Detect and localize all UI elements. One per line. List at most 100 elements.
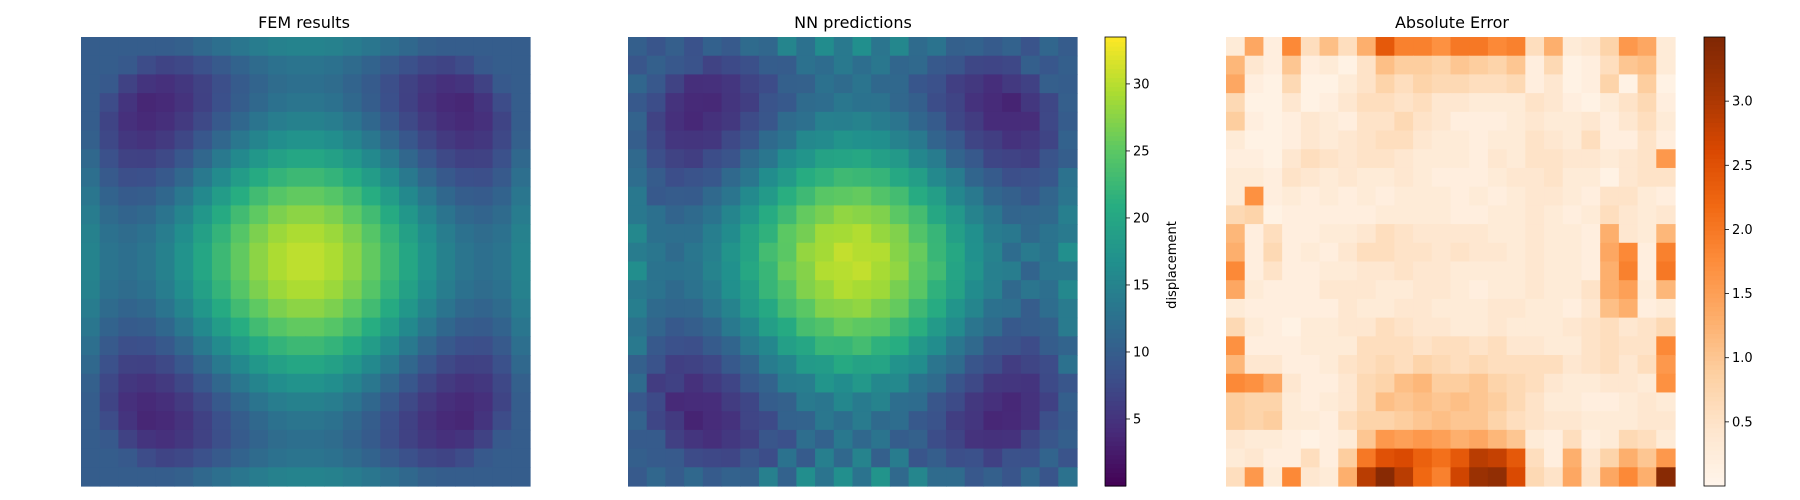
heatmap-cell bbox=[871, 373, 891, 394]
heatmap-cell bbox=[684, 93, 704, 113]
heatmap-cell bbox=[99, 186, 120, 206]
heatmap-cell bbox=[721, 298, 741, 319]
heatmap-cell bbox=[324, 336, 344, 356]
colorbar-segment bbox=[1105, 234, 1126, 240]
heatmap-cell bbox=[511, 93, 531, 113]
heatmap-cell bbox=[908, 242, 928, 263]
heatmap-cell bbox=[964, 93, 985, 113]
heatmap-cell bbox=[1469, 261, 1489, 281]
heatmap-cell bbox=[740, 130, 760, 150]
heatmap-cell bbox=[1039, 130, 1059, 150]
heatmap-cell bbox=[417, 355, 438, 375]
heatmap-cell bbox=[852, 130, 872, 150]
heatmap-cell bbox=[1282, 261, 1302, 281]
heatmap-cell bbox=[1506, 93, 1526, 113]
heatmap-fem bbox=[81, 37, 531, 487]
heatmap-cell bbox=[758, 355, 779, 375]
heatmap-cell bbox=[211, 317, 232, 337]
heatmap-cell bbox=[492, 373, 512, 394]
heatmap-cell bbox=[871, 205, 891, 225]
heatmap-cell bbox=[1637, 448, 1657, 468]
heatmap-cell bbox=[777, 280, 797, 300]
colorbar-segment bbox=[1105, 230, 1126, 236]
heatmap-cell bbox=[777, 186, 797, 206]
heatmap-cell bbox=[1039, 280, 1059, 300]
heatmap-cell bbox=[399, 111, 419, 132]
heatmap-cell bbox=[833, 205, 854, 225]
heatmap-cell bbox=[1431, 224, 1452, 244]
heatmap-cell bbox=[1356, 298, 1377, 319]
heatmap-cell bbox=[118, 74, 138, 94]
heatmap-cell bbox=[1356, 37, 1377, 57]
heatmap-cell bbox=[628, 336, 648, 356]
heatmap-cell bbox=[1656, 411, 1676, 431]
heatmap-cell bbox=[1487, 224, 1508, 244]
heatmap-cell bbox=[511, 130, 531, 150]
heatmap-cell bbox=[1600, 167, 1620, 188]
heatmap-cell bbox=[361, 392, 381, 412]
heatmap-cell bbox=[211, 392, 232, 412]
heatmap-cell bbox=[118, 55, 138, 76]
colorbar-segment bbox=[1704, 122, 1725, 128]
heatmap-cell bbox=[1487, 37, 1508, 57]
heatmap-cell bbox=[511, 55, 531, 76]
heatmap-cell bbox=[230, 429, 250, 450]
heatmap-cell bbox=[646, 167, 667, 188]
heatmap-cell bbox=[777, 224, 797, 244]
heatmap-cell bbox=[628, 280, 648, 300]
heatmap-cell bbox=[1300, 55, 1321, 76]
colorbar-segment bbox=[1105, 189, 1126, 195]
heatmap-cell bbox=[871, 93, 891, 113]
heatmap-cell bbox=[1226, 298, 1246, 319]
heatmap-cell bbox=[1431, 74, 1452, 94]
colorbar-segment bbox=[1105, 126, 1126, 132]
colorbar-segment bbox=[1704, 81, 1725, 87]
colorbar-segment bbox=[1704, 162, 1725, 168]
heatmap-cell bbox=[1300, 205, 1321, 225]
colorbar-segment bbox=[1105, 37, 1126, 43]
heatmap-cell bbox=[1618, 149, 1639, 169]
heatmap-cell bbox=[492, 298, 512, 319]
heatmap-cell bbox=[286, 298, 307, 319]
heatmap-cell bbox=[1394, 93, 1414, 113]
heatmap-cell bbox=[1525, 298, 1545, 319]
heatmap-cell bbox=[1244, 205, 1265, 225]
heatmap-cell bbox=[721, 392, 741, 412]
colorbar-segment bbox=[1105, 315, 1126, 321]
heatmap-cell bbox=[983, 149, 1003, 169]
heatmap-cell bbox=[796, 205, 816, 225]
heatmap-cell bbox=[455, 355, 475, 375]
heatmap-cell bbox=[1356, 373, 1377, 394]
heatmap-cell bbox=[1244, 317, 1265, 337]
colorbar-segment bbox=[1704, 450, 1725, 456]
heatmap-cell bbox=[721, 37, 741, 57]
heatmap-cell bbox=[249, 336, 269, 356]
heatmap-cell bbox=[193, 317, 213, 337]
heatmap-cell bbox=[1300, 448, 1321, 468]
heatmap-cell bbox=[1431, 373, 1452, 394]
heatmap-cell bbox=[889, 55, 910, 76]
heatmap-cell bbox=[927, 261, 947, 281]
heatmap-cell bbox=[249, 111, 269, 132]
heatmap-cell bbox=[1058, 429, 1078, 450]
heatmap-cell bbox=[137, 355, 157, 375]
heatmap-cell bbox=[702, 317, 723, 337]
colorbar-segment bbox=[1704, 355, 1725, 361]
heatmap-cell bbox=[399, 205, 419, 225]
heatmap-cell bbox=[1319, 336, 1339, 356]
heatmap-cell bbox=[511, 37, 531, 57]
heatmap-cell bbox=[1637, 167, 1657, 188]
heatmap-cell bbox=[946, 355, 966, 375]
heatmap-cell bbox=[436, 429, 456, 450]
colorbar-segment bbox=[1704, 41, 1725, 47]
heatmap-cell bbox=[1562, 111, 1583, 132]
heatmap-cell bbox=[118, 280, 138, 300]
heatmap-cell bbox=[1637, 205, 1657, 225]
heatmap-cell bbox=[1506, 74, 1526, 94]
heatmap-cell bbox=[628, 429, 648, 450]
heatmap-cell bbox=[796, 261, 816, 281]
heatmap-cell bbox=[1394, 242, 1414, 263]
heatmap-cell bbox=[815, 74, 835, 94]
heatmap-cell bbox=[1226, 74, 1246, 94]
heatmap-cell bbox=[1300, 186, 1321, 206]
